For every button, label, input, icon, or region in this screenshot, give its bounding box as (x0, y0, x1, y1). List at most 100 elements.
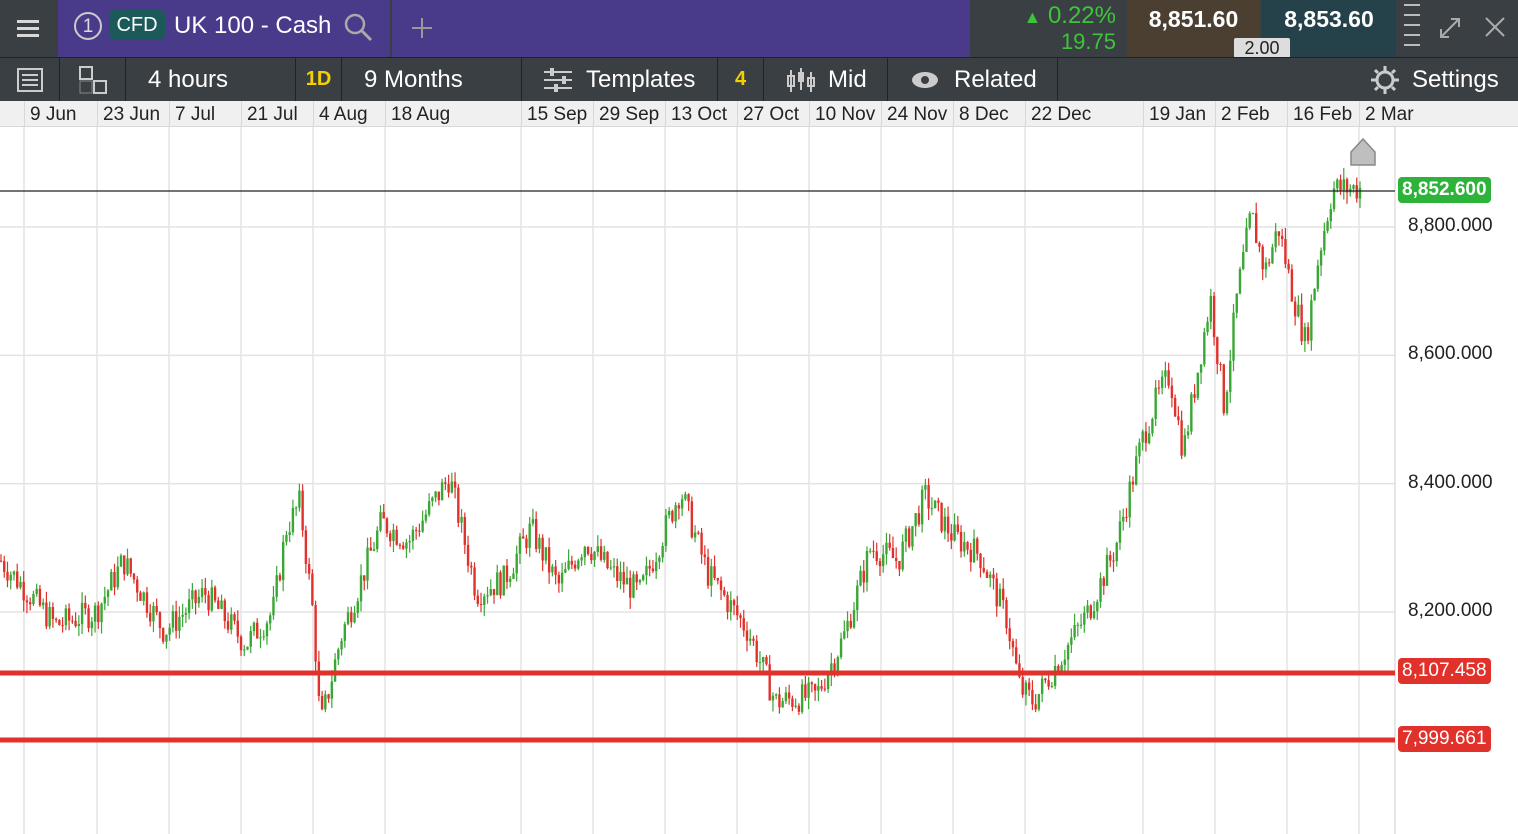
candle (658, 555, 661, 570)
candle (856, 579, 859, 622)
candle (51, 602, 55, 628)
candle (165, 634, 168, 649)
candle (1079, 613, 1083, 629)
candle (421, 510, 424, 533)
candle (1037, 693, 1041, 712)
candle (41, 598, 45, 610)
candle (333, 653, 337, 683)
hamburger-icon (17, 19, 39, 37)
candle (1044, 677, 1047, 684)
candle (891, 536, 895, 559)
close-icon[interactable] (1484, 16, 1506, 38)
range-select[interactable]: 9 Months (342, 58, 522, 101)
candle (1329, 203, 1333, 229)
candle (479, 592, 483, 613)
candle (791, 695, 794, 712)
candle (888, 533, 891, 551)
candle (414, 526, 418, 540)
candle (1267, 258, 1271, 267)
candle (950, 524, 953, 550)
candle (817, 677, 820, 702)
menu-button[interactable] (0, 0, 56, 57)
interval-select[interactable]: 4 hours (126, 58, 296, 101)
candle (989, 571, 992, 588)
price-chart[interactable] (0, 127, 1518, 834)
date-axis: 9 Jun 23 Jun 7 Jul 21 Jul 4 Aug 18 Aug 15 Sep 2… (0, 101, 1518, 127)
candle (784, 686, 788, 704)
candle (389, 530, 392, 547)
candle (298, 483, 301, 512)
candle (1342, 167, 1345, 200)
date-tick-label: 9 Jun (30, 104, 77, 125)
candle (337, 647, 340, 665)
candle (84, 595, 87, 615)
candle (690, 496, 694, 539)
candle (1290, 264, 1294, 302)
candle (904, 525, 908, 553)
candle (661, 542, 664, 563)
date-tick-label: 24 Nov (887, 104, 948, 125)
interval-label: 4 hours (148, 65, 229, 93)
candle (632, 571, 635, 599)
sell-button[interactable]: 8,851.60 (1127, 0, 1260, 57)
templates-count[interactable]: 4 (718, 58, 764, 101)
instrument-tab[interactable]: 1 CFD UK 100 - Cash (58, 0, 390, 57)
candle (466, 535, 470, 573)
depth-button[interactable] (1398, 0, 1426, 57)
candle (583, 545, 587, 566)
candle (635, 571, 638, 591)
candle (1034, 694, 1037, 713)
layout-icon (78, 65, 107, 94)
list-icon (16, 67, 43, 92)
candle (732, 598, 736, 616)
candle (710, 558, 713, 597)
candle (794, 698, 797, 709)
related-button[interactable]: Related (888, 58, 1058, 101)
candle (976, 536, 979, 561)
candle (110, 568, 113, 591)
candle (220, 594, 223, 610)
candle (872, 540, 875, 559)
candle (843, 620, 846, 640)
level-tag-1[interactable]: 8,107.458 (1398, 658, 1491, 684)
candle (914, 512, 917, 537)
candle (946, 506, 950, 542)
candle (372, 541, 376, 552)
eye-icon (912, 71, 938, 88)
candle (77, 615, 81, 636)
candle (1011, 638, 1015, 657)
settings-button[interactable]: Settings (1366, 58, 1518, 101)
list-button[interactable] (0, 58, 60, 101)
candle (531, 508, 535, 527)
candle (573, 560, 577, 572)
candle (256, 618, 259, 639)
candle (599, 538, 603, 562)
candle (123, 555, 126, 581)
candle (401, 541, 405, 550)
candle (285, 530, 288, 546)
candle (1115, 541, 1118, 567)
candle (586, 546, 590, 556)
candle (966, 541, 969, 555)
add-tab-icon[interactable] (410, 16, 434, 40)
candle (103, 586, 106, 611)
latest-price-marker-icon[interactable] (1350, 137, 1376, 166)
templates-button[interactable]: Templates (522, 58, 718, 101)
layout-button[interactable] (60, 58, 126, 101)
candle (982, 557, 985, 574)
candle (749, 629, 752, 646)
candle (534, 511, 538, 553)
change-abs: 19.75 (1060, 29, 1116, 54)
price-type-select[interactable]: Mid (764, 58, 888, 101)
candle (1024, 680, 1028, 706)
candle (168, 623, 171, 641)
candle (528, 516, 531, 557)
candles-icon (787, 67, 815, 92)
templates-count-label: 4 (734, 68, 747, 90)
search-icon[interactable] (343, 12, 373, 42)
candle (48, 601, 51, 630)
level-tag-2[interactable]: 7,999.661 (1398, 726, 1491, 752)
candle (911, 526, 914, 551)
period-badge[interactable]: 1D (296, 58, 342, 101)
expand-icon[interactable] (1438, 16, 1462, 40)
